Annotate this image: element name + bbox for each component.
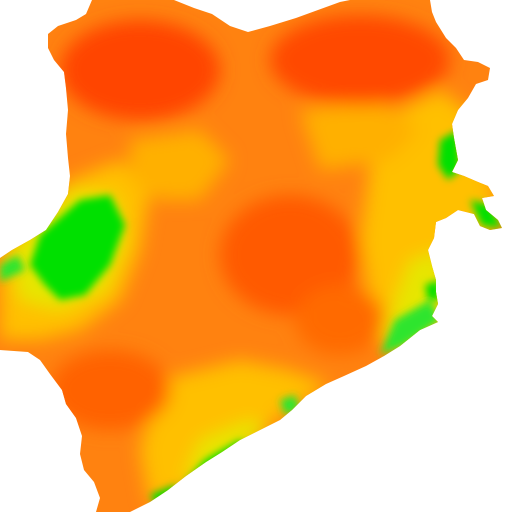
heat-zone-far-west-green [0, 255, 25, 282]
heat-zone-north-hotspot [60, 20, 220, 120]
heat-zone-east-inlet-green [470, 200, 502, 228]
heat-zone-central-hotspot [220, 195, 360, 315]
heat-zone-northeast-hotspot [270, 15, 450, 105]
heat-zone-west-green [30, 195, 125, 300]
heat-zone-southwest-hotspot [50, 350, 170, 430]
heat-zone-northcentral-yellow [130, 130, 230, 200]
heat-zone-north-yellow [300, 100, 420, 170]
heat-zone-east-hotspot [295, 285, 385, 355]
heat-zone-southeast-green [380, 300, 440, 355]
